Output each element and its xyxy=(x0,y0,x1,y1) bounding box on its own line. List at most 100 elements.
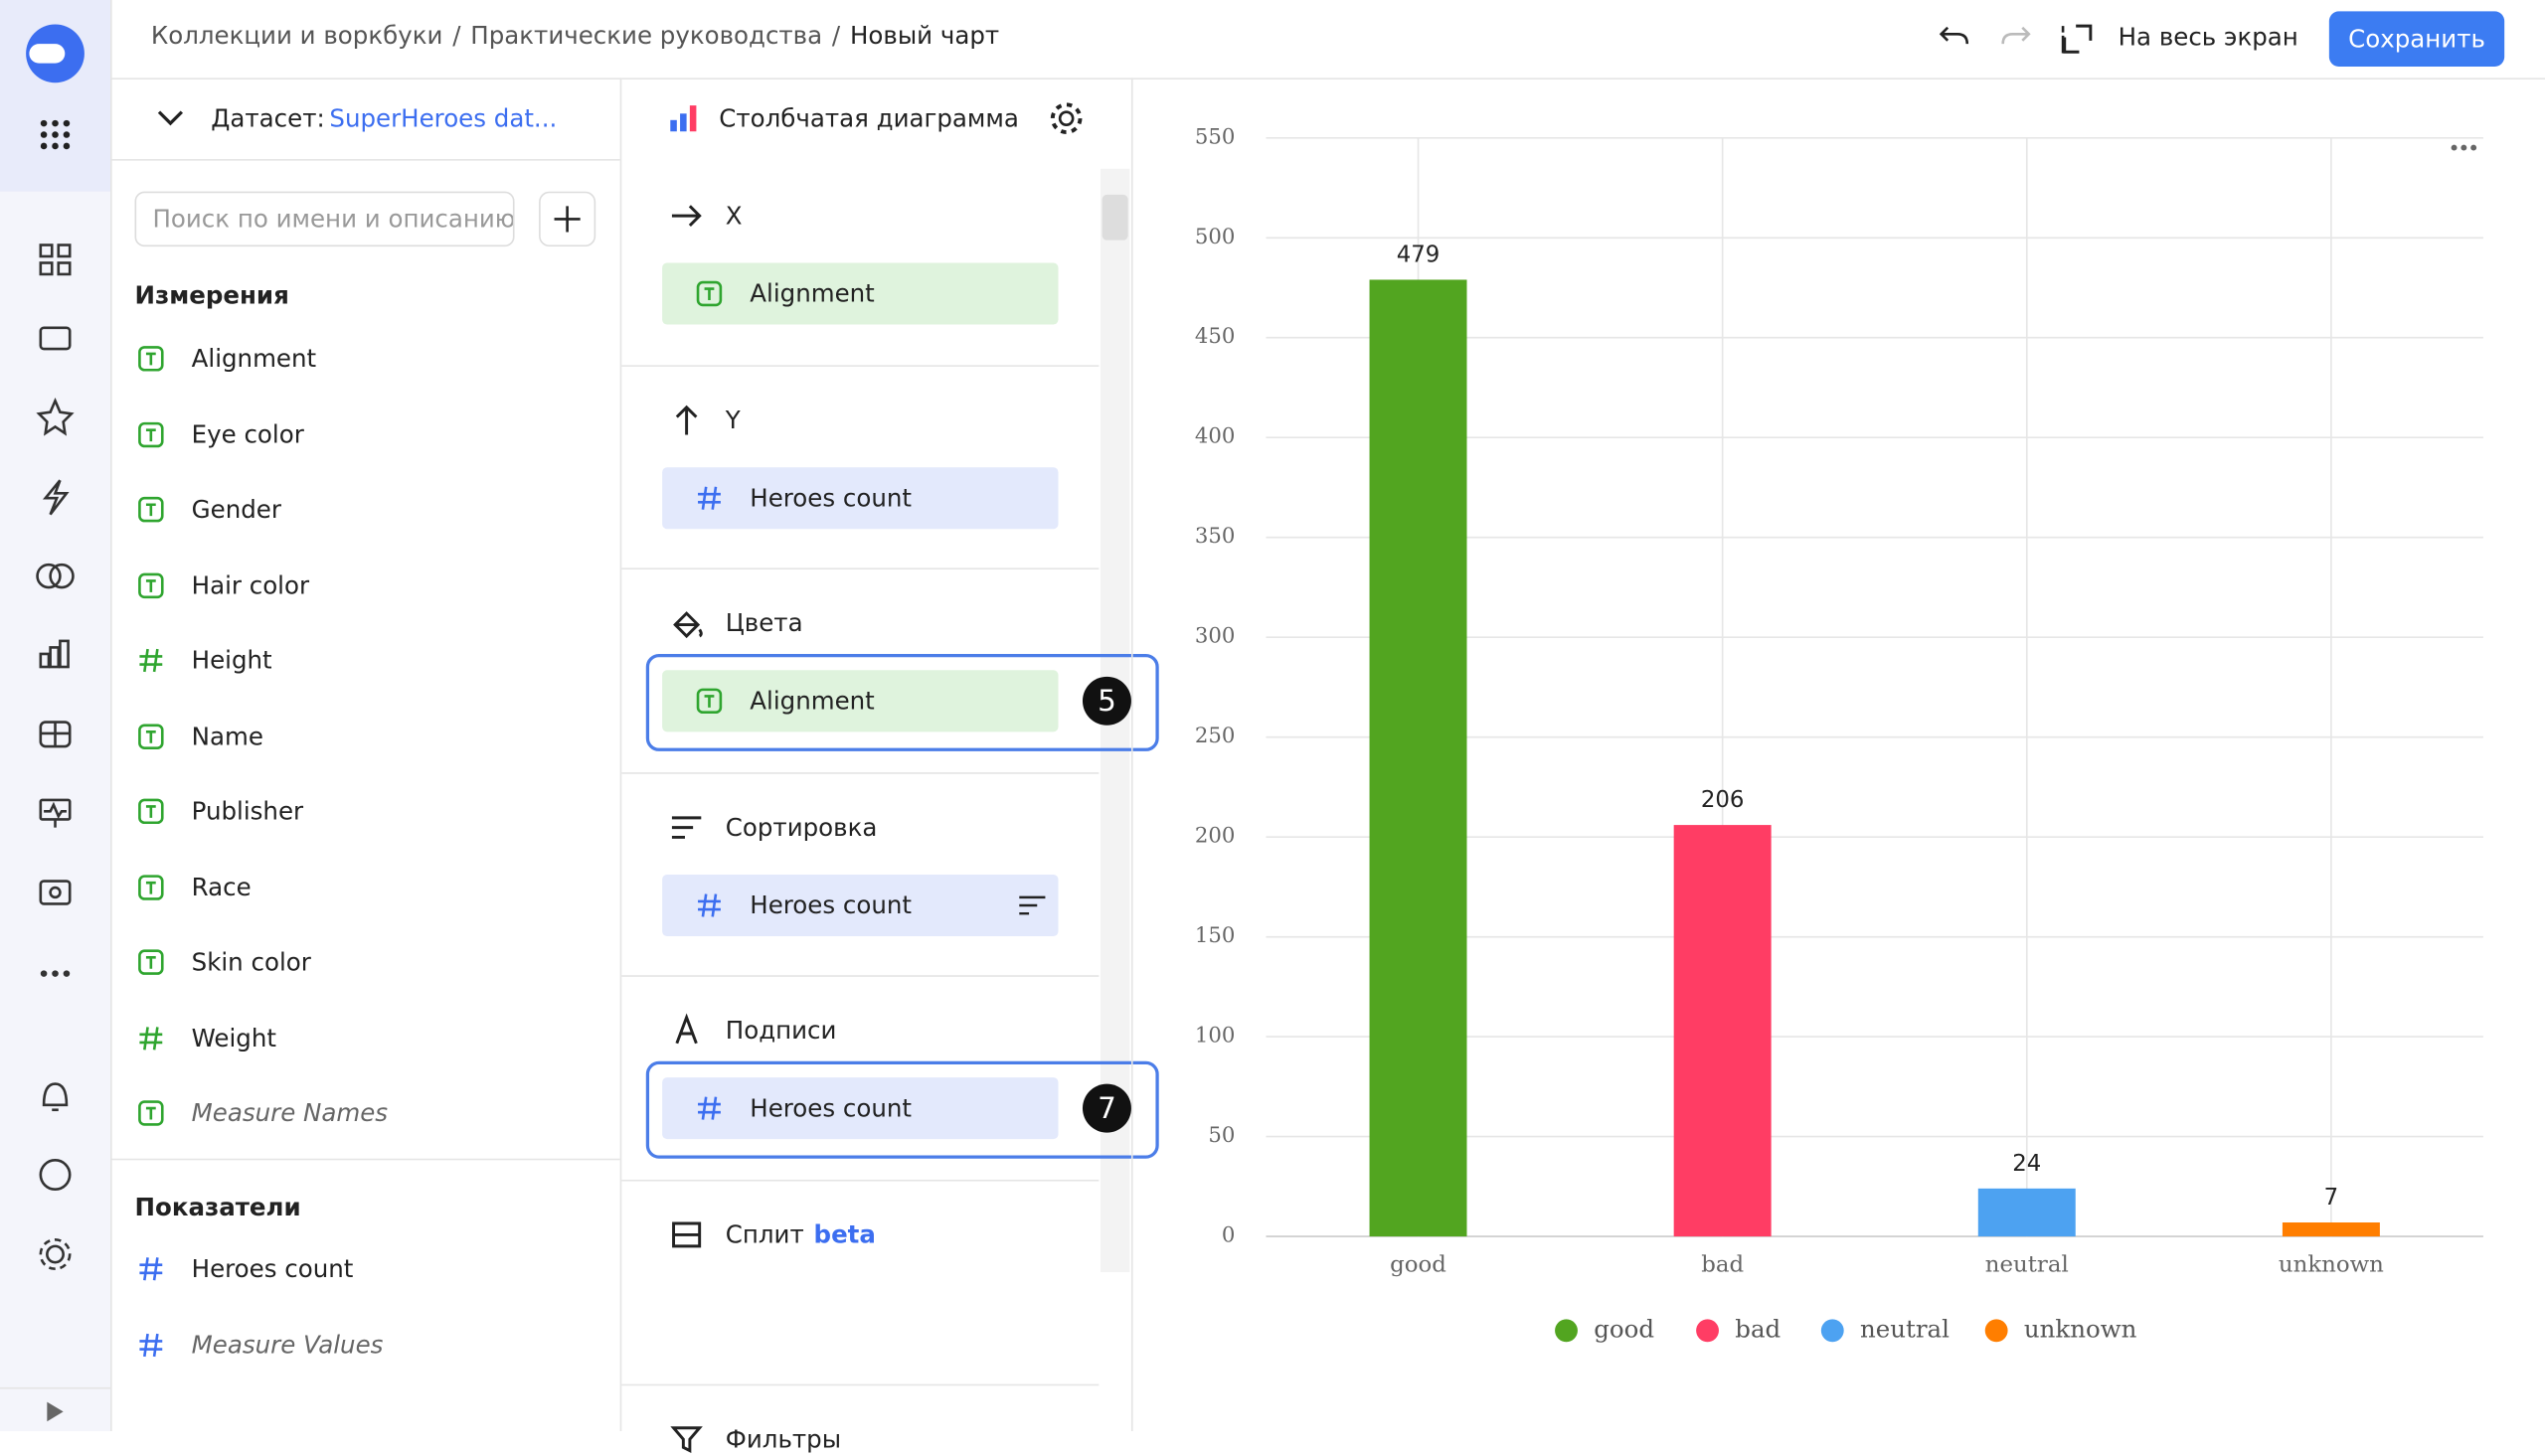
field-chip[interactable]: Heroes count xyxy=(662,466,1059,529)
field-icon xyxy=(139,648,163,673)
add-button[interactable] xyxy=(539,191,597,247)
collapse-icon[interactable] xyxy=(156,107,185,130)
divider xyxy=(1130,78,1133,1431)
icon-t xyxy=(145,881,156,893)
field-icon xyxy=(138,571,164,598)
icon-t xyxy=(145,729,156,742)
legend-swatch[interactable] xyxy=(1984,1319,2008,1343)
icon-box xyxy=(138,1100,164,1126)
dataset-name[interactable]: SuperHeroes dat... xyxy=(329,103,558,133)
y-tick-label: 500 xyxy=(1195,225,1236,249)
chart-type[interactable]: Столбчатая диаграмма xyxy=(719,103,1019,133)
sort-icon[interactable] xyxy=(1018,892,1047,918)
section-icon xyxy=(675,1014,698,1045)
divider xyxy=(621,975,1100,978)
highlight xyxy=(645,1061,1159,1160)
y-tick-label: 300 xyxy=(1195,624,1236,649)
bar xyxy=(1673,825,1772,1237)
field-name: Hair color xyxy=(191,569,310,600)
field[interactable]: Name xyxy=(136,717,263,755)
field-chip[interactable]: Heroes count xyxy=(662,874,1059,936)
section-icon xyxy=(671,205,702,227)
divider xyxy=(110,78,2545,80)
field-name: Measure Names xyxy=(191,1098,389,1128)
icon-box xyxy=(138,571,164,598)
field-chip[interactable]: Alignment xyxy=(662,670,1059,732)
field[interactable]: Gender xyxy=(136,490,281,529)
legend-label[interactable]: good xyxy=(1594,1314,1654,1343)
bar xyxy=(1369,279,1467,1237)
field[interactable]: Publisher xyxy=(136,792,303,831)
fullscreen-icon xyxy=(2063,24,2093,54)
field[interactable]: Race xyxy=(136,868,252,906)
x-tick-label: good xyxy=(1390,1251,1446,1277)
field[interactable]: Heroes count xyxy=(136,1249,353,1288)
settings-icon[interactable] xyxy=(1049,100,1085,136)
field[interactable]: Measure Values xyxy=(136,1326,383,1365)
y-tick-label: 400 xyxy=(1195,424,1236,449)
legend-swatch[interactable] xyxy=(1696,1319,1719,1343)
sort-glyph xyxy=(1019,895,1046,915)
field[interactable]: Skin color xyxy=(136,943,311,982)
field[interactable]: Hair color xyxy=(136,566,309,604)
scroll-thumb[interactable] xyxy=(1102,194,1128,241)
breadcrumb[interactable]: Коллекции и воркбуки xyxy=(150,21,443,51)
field-icon xyxy=(138,496,164,523)
field-icon xyxy=(698,1097,721,1121)
icon-t xyxy=(704,287,715,301)
field-icon xyxy=(139,1333,163,1358)
legend-label[interactable]: neutral xyxy=(1860,1314,1950,1343)
data-label: 7 xyxy=(2324,1185,2339,1211)
y-tick-label: 450 xyxy=(1195,324,1236,349)
icon-box xyxy=(138,798,164,825)
legend-label[interactable]: unknown xyxy=(2024,1314,2137,1343)
undo-redo[interactable] xyxy=(1935,20,2065,59)
section-glyph xyxy=(672,1221,702,1248)
field[interactable]: Height xyxy=(136,641,272,680)
icon-box xyxy=(696,688,723,715)
search-input[interactable]: Поиск по имени и описанию xyxy=(134,191,515,247)
icon-t xyxy=(145,427,156,441)
field-name: Eye color xyxy=(191,419,304,449)
icon-hash xyxy=(698,485,721,510)
field[interactable]: Measure Names xyxy=(136,1093,388,1132)
field-name: Publisher xyxy=(191,796,304,827)
section-title: Y xyxy=(726,404,741,433)
field-icon xyxy=(139,1026,163,1050)
field[interactable]: Weight xyxy=(136,1018,276,1056)
section-title: Сортировка xyxy=(726,813,878,842)
field-name: Alignment xyxy=(750,686,875,717)
badge: 7 xyxy=(1082,1084,1131,1134)
field-chip[interactable]: Heroes count xyxy=(662,1077,1059,1140)
highlight xyxy=(645,654,1159,752)
section-name: Сплит xyxy=(725,1219,804,1250)
section-icon xyxy=(671,816,702,839)
field-icon xyxy=(138,723,164,749)
legend-label[interactable]: bad xyxy=(1735,1314,1781,1343)
icon-box xyxy=(138,420,164,447)
section-title: Сплит beta xyxy=(726,1220,876,1249)
icon-hash xyxy=(139,648,163,673)
field-name: Height xyxy=(191,645,272,676)
field[interactable]: Eye color xyxy=(136,414,304,453)
field-name: Measure Values xyxy=(191,1330,384,1361)
icon-box xyxy=(138,723,164,749)
divider xyxy=(621,771,1100,774)
section-title: X xyxy=(726,201,743,230)
y-tick-label: 350 xyxy=(1195,524,1236,549)
fullscreen-button[interactable]: На весь экран xyxy=(2118,22,2298,53)
section-icon xyxy=(672,1221,702,1248)
icon-t xyxy=(145,352,156,366)
y-tick-label: 550 xyxy=(1195,124,1236,149)
save-button[interactable]: Сохранить xyxy=(2328,11,2505,67)
legend-swatch[interactable] xyxy=(1820,1319,1844,1343)
field[interactable]: Alignment xyxy=(136,339,316,378)
breadcrumbs: Коллекции и воркбуки / Практические руково… xyxy=(151,21,999,50)
field-chip[interactable]: Alignment xyxy=(662,262,1059,325)
dataset-label: Датасет: xyxy=(211,103,325,133)
breadcrumb[interactable]: Практические руководства xyxy=(470,21,823,51)
icon-box xyxy=(138,949,164,975)
legend-swatch[interactable] xyxy=(1555,1319,1578,1343)
